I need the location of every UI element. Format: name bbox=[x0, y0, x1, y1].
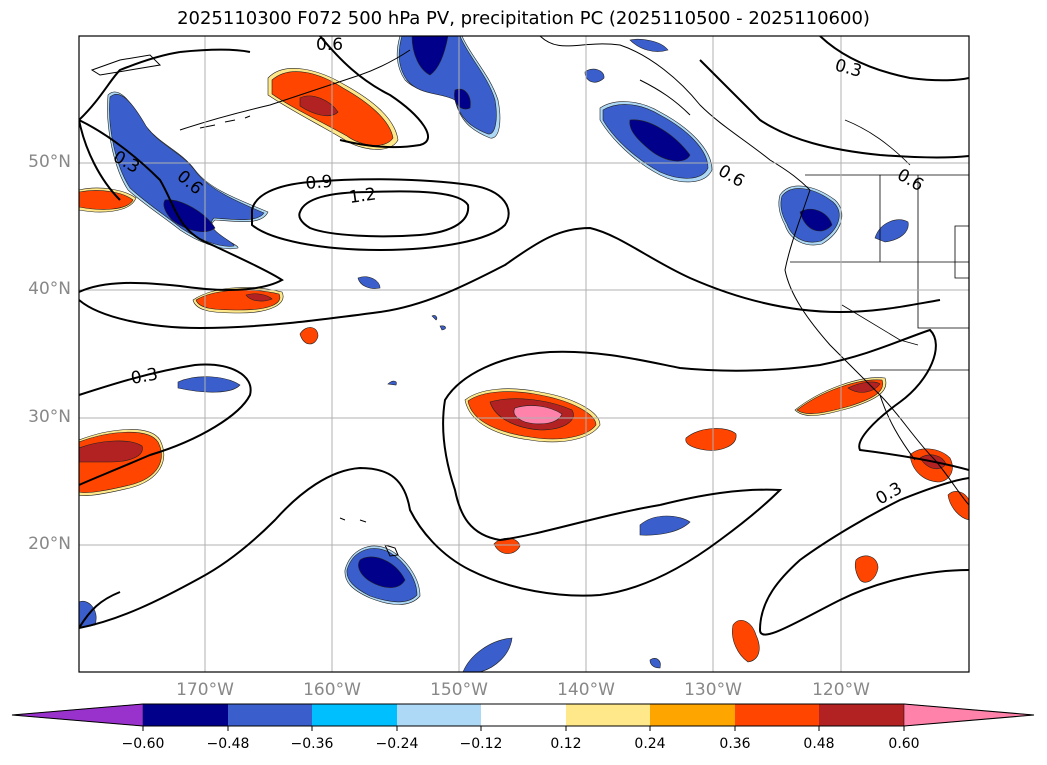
lon-label: 140°W bbox=[557, 680, 615, 700]
lon-label: 150°W bbox=[430, 680, 488, 700]
colorbar-tick-label: 0.48 bbox=[803, 736, 834, 752]
lon-label: 170°W bbox=[176, 680, 234, 700]
colorbar-tick-label: 0.12 bbox=[550, 736, 581, 752]
colorbar-segment bbox=[481, 704, 566, 726]
colorbar-tick-label: −0.60 bbox=[122, 736, 165, 752]
colorbar-tick-label: −0.36 bbox=[291, 736, 334, 752]
colorbar-segment bbox=[735, 704, 819, 726]
colorbar-tick-label: 0.36 bbox=[719, 736, 750, 752]
colorbar-segment bbox=[904, 704, 1034, 726]
colorbar-tick-label: 0.60 bbox=[888, 736, 919, 752]
lat-label: 20°N bbox=[28, 534, 71, 554]
map-area: 0.6 0.3 0.3 0.6 0.9 1.2 0.3 0.6 0.6 0.3 bbox=[79, 35, 969, 672]
colorbar-segment bbox=[819, 704, 904, 726]
colorbar-tick-label: 0.24 bbox=[634, 736, 665, 752]
colorbar-segment bbox=[143, 704, 228, 726]
colorbar-tick-label: −0.24 bbox=[376, 736, 419, 752]
colorbar-tick-label: −0.12 bbox=[460, 736, 503, 752]
contour-label: 0.9 bbox=[305, 172, 334, 194]
lat-label: 40°N bbox=[28, 279, 71, 299]
colorbar-segment bbox=[650, 704, 735, 726]
lon-label: 120°W bbox=[812, 680, 870, 700]
lon-label: 160°W bbox=[303, 680, 361, 700]
colorbar-segment bbox=[12, 704, 143, 726]
colorbar bbox=[12, 704, 1034, 731]
lat-label: 30°N bbox=[28, 407, 71, 427]
colorbar-segment bbox=[312, 704, 397, 726]
contour-label: 1.2 bbox=[348, 184, 378, 208]
contour-label: 0.6 bbox=[316, 35, 343, 55]
colorbar-segment bbox=[566, 704, 650, 726]
lon-label: 130°W bbox=[684, 680, 742, 700]
map-figure: 0.6 0.3 0.3 0.6 0.9 1.2 0.3 0.6 0.6 0.3 bbox=[0, 0, 1047, 765]
colorbar-segment bbox=[228, 704, 312, 726]
lat-label: 50°N bbox=[28, 152, 71, 172]
colorbar-segment bbox=[397, 704, 481, 726]
colorbar-tick-label: −0.48 bbox=[207, 736, 250, 752]
